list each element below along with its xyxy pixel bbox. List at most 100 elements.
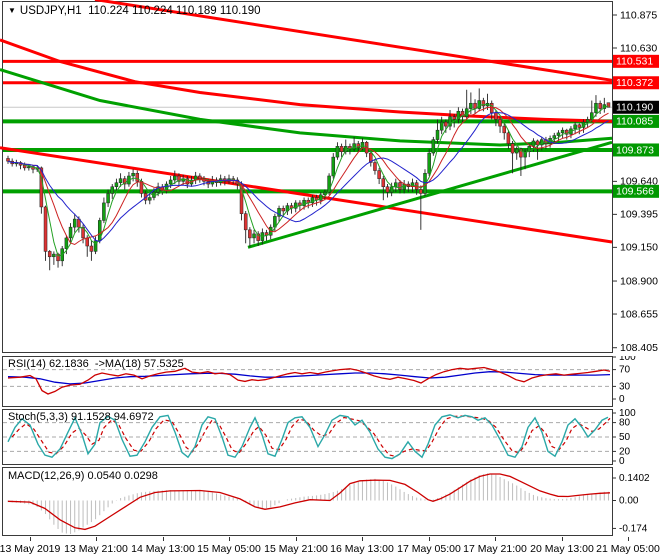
candle-bull	[64, 237, 69, 249]
time-tick	[96, 537, 97, 541]
time-tick	[495, 537, 496, 541]
symbol-dropdown-icon[interactable]: ▼	[8, 6, 16, 15]
indicator-tick-label: 100	[619, 409, 636, 419]
candle-bull	[168, 179, 173, 185]
time-tick-label: 15 May 21:00	[264, 543, 328, 555]
candle-bull	[531, 140, 536, 147]
candle-bull	[52, 253, 56, 258]
candle-bear	[398, 182, 402, 190]
candle-bear	[577, 124, 582, 128]
candle-bear	[369, 152, 373, 163]
candle-bull	[456, 111, 461, 120]
time-tick	[362, 537, 363, 541]
candle-bull	[527, 146, 531, 152]
price-badge	[613, 143, 659, 157]
candle-bear	[385, 186, 390, 193]
candle-bear	[444, 121, 448, 127]
price-badge	[613, 114, 659, 128]
candle-bull	[106, 193, 110, 204]
time-axis[interactable]: 13 May 2019 13 May 21:00 14 May 13:00 15 Ma…	[0, 537, 660, 560]
indicator-tick-label: 30	[619, 382, 631, 393]
candle-bull	[97, 220, 102, 241]
fast-ma-line	[7, 106, 609, 246]
indicator-tick-label: -0.174	[619, 524, 648, 535]
candle-bear	[506, 132, 511, 144]
candle-bull	[514, 148, 519, 154]
candle-bull	[110, 186, 114, 194]
rsi-ma-line	[7, 371, 611, 385]
candle-bear	[243, 213, 248, 231]
time-tick-label: 13 May 21:00	[64, 543, 128, 555]
price-badge	[613, 54, 659, 68]
price-badge	[613, 76, 659, 90]
price-badge-label: 110.372	[616, 77, 653, 89]
candle-bear	[356, 143, 361, 148]
indicator-tick-label: 0	[619, 394, 625, 405]
time-tick-label: 17 May 21:00	[463, 543, 527, 555]
candle-bear	[47, 251, 52, 258]
candle-bull	[585, 119, 590, 123]
candle-bull	[523, 151, 527, 158]
candle-bear	[22, 164, 27, 169]
candle-bear	[598, 102, 602, 109]
candle-bear	[135, 173, 140, 182]
candle-bull	[331, 156, 336, 177]
indicator-tick-label: 20	[619, 447, 631, 458]
candle-bear	[123, 178, 127, 185]
candle-bull	[469, 102, 473, 109]
candle-bull	[156, 186, 160, 193]
candle-bull	[27, 166, 31, 169]
candle-bear	[502, 125, 506, 134]
time-tick	[163, 537, 164, 541]
candle-bull	[114, 182, 119, 187]
time-tick-label: 20 May 13:00	[530, 543, 594, 555]
candle-bull	[435, 129, 440, 140]
rsi-indicator-title: RSI(14) 62.1836 ->MA(18) 57.5325	[8, 358, 184, 370]
macd-signal-line	[7, 473, 611, 531]
plot-border	[2, 356, 613, 407]
indicator-tick-label: 80	[619, 418, 631, 429]
price-chart-canvas[interactable]: 110.875 110.630 109.640 109.395 109.150 108.9…	[0, 0, 660, 354]
candle-bull	[448, 116, 452, 127]
price-tick-label: 108.405	[620, 342, 658, 354]
candle-bull	[252, 233, 256, 239]
time-tick	[628, 537, 629, 541]
candle-bear	[281, 208, 285, 212]
candle-bull	[552, 135, 557, 139]
candle-bear	[198, 175, 202, 179]
fast-ma-line	[7, 111, 609, 242]
candle-bull	[293, 202, 298, 209]
time-tick	[562, 537, 563, 541]
chart-title: ▼ USDJPY,H1 110.224 110.224 110.189 110.1…	[8, 5, 261, 17]
time-tick	[429, 537, 430, 541]
candle-bear	[481, 100, 486, 107]
candle-bear	[373, 162, 377, 171]
candle-bull	[72, 218, 77, 228]
time-tick-label: 17 May 05:00	[397, 543, 461, 555]
candle-bull	[389, 186, 394, 193]
symbol-period-label: USDJPY,H1	[19, 5, 82, 17]
price-tick-label: 109.640	[620, 176, 658, 188]
trendline[interactable]	[0, 146, 613, 244]
candle-bear	[606, 102, 611, 108]
trendline[interactable]	[247, 140, 613, 249]
candle-bear	[498, 119, 502, 127]
trendline[interactable]	[94, 0, 613, 82]
macd-canvas[interactable]: 0.1402 0.00 -0.174	[0, 467, 660, 537]
time-tick-label: 21 May 05:00	[596, 543, 660, 555]
stoch-indicator-title: Stoch(5,3,3) 91.1528 94.6972	[8, 411, 154, 423]
macd-indicator-title: MACD(12,26,9) 0.0540 0.0298	[8, 470, 158, 482]
rsi-canvas[interactable]: 100 70 300	[0, 356, 660, 408]
price-axis[interactable]: 110.875 110.630 109.640 109.395 109.150 108.9…	[612, 9, 659, 354]
candle-bull	[148, 197, 152, 201]
candle-bear	[81, 226, 85, 239]
candle-bear	[248, 229, 252, 239]
candle-bull	[131, 173, 135, 177]
indicator-tick-label: 100	[619, 356, 636, 363]
candle-bear	[519, 148, 523, 158]
candle-bear	[177, 175, 181, 182]
support-resistance-levels	[3, 59, 612, 194]
candle-bull	[344, 146, 348, 152]
